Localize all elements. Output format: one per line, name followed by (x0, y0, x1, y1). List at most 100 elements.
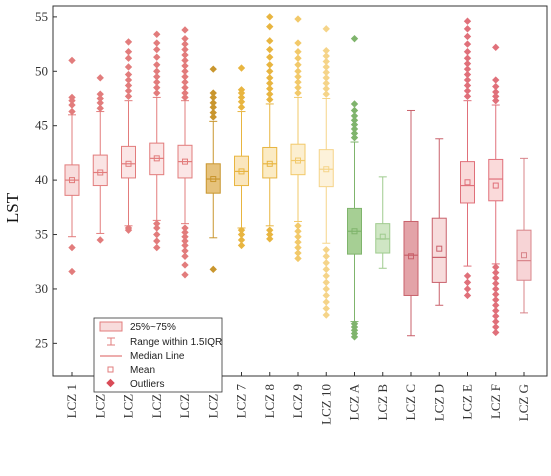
legend-label-median: Median Line (130, 351, 185, 362)
legend: 25%~75% Range within 1.5IQR Median Line … (93, 317, 223, 393)
outlier-point (294, 48, 302, 56)
outlier-point (181, 34, 189, 43)
outlier-point (266, 79, 274, 87)
outlier-point (463, 54, 472, 62)
outlier-point (322, 74, 330, 82)
outlier-point (294, 39, 302, 47)
outlier-point (181, 233, 189, 241)
outlier-point (294, 78, 302, 86)
mean-marker (521, 252, 527, 259)
outlier-point (96, 104, 104, 112)
mean-marker (182, 158, 188, 165)
mean-marker (97, 169, 104, 176)
outlier-point (153, 89, 161, 97)
x-tick-label: LCZ 7 (234, 384, 249, 419)
outlier-point (294, 227, 302, 235)
legend-box-swatch (99, 321, 123, 332)
outlier-point (350, 100, 359, 108)
box-group (290, 15, 306, 263)
outlier-point (181, 83, 189, 92)
mean-marker (69, 177, 75, 184)
outlier-point (492, 301, 500, 309)
outlier-point (181, 26, 189, 34)
outlier-point (266, 74, 274, 82)
outlier-point (153, 67, 161, 75)
outlier-point (294, 61, 302, 69)
outlier-point (237, 98, 246, 106)
iqr-box (290, 143, 306, 176)
outlier-point (350, 120, 359, 129)
mean-marker (408, 253, 414, 260)
x-tick-label: LCZ 9 (290, 384, 305, 418)
outlier-point (153, 243, 161, 252)
box-group (262, 13, 278, 243)
outlier-point (294, 222, 302, 230)
mean-marker (210, 176, 217, 183)
outlier-point (322, 68, 330, 77)
outlier-point (124, 63, 133, 71)
outlier-point (463, 278, 472, 287)
x-tick-label: LCZ 8 (262, 384, 277, 418)
outlier-point (294, 89, 302, 97)
y-tick-label: 55 (35, 9, 48, 24)
outlier-point (492, 312, 500, 320)
outlier-point (463, 48, 472, 56)
outlier-point (492, 323, 500, 331)
outlier-point (322, 311, 330, 319)
outlier-point (153, 230, 161, 239)
box-group (431, 138, 447, 306)
outlier-point (350, 116, 359, 124)
outlier-point (463, 17, 472, 25)
outlier-point (322, 272, 330, 280)
outlier-point (492, 317, 500, 326)
mean-marker (379, 233, 386, 240)
iqr-box (431, 217, 447, 283)
outlier-point (237, 86, 246, 94)
outlier-point (322, 85, 330, 93)
outlier-point (463, 291, 472, 300)
outlier-point (96, 94, 104, 103)
outlier-point (350, 106, 359, 115)
outlier-point (463, 272, 472, 280)
outlier-point (124, 81, 133, 90)
outlier-point (322, 246, 330, 254)
legend-outlier-swatch (106, 378, 115, 388)
y-tick-label: 35 (35, 227, 48, 242)
outlier-point (68, 243, 76, 252)
mean-marker (323, 166, 330, 173)
x-tick-label: LCZ E (460, 384, 475, 420)
outlier-point (322, 259, 330, 267)
outlier-point (322, 265, 330, 274)
legend-mean-swatch (107, 366, 114, 373)
box-group (516, 157, 532, 314)
outlier-point (266, 22, 274, 31)
outlier-point (181, 237, 189, 245)
outlier-point (266, 235, 274, 243)
mean-marker (295, 157, 301, 164)
outlier-point (181, 89, 189, 97)
iqr-box (488, 158, 504, 202)
outlier-point (153, 39, 161, 47)
outlier-point (209, 113, 217, 121)
x-tick-label: LCZ F (488, 384, 503, 419)
x-tick-label: LCZ C (403, 384, 418, 420)
box-group (64, 56, 80, 276)
outlier-point (322, 90, 330, 98)
outlier-point (124, 87, 133, 95)
y-tick-label: 45 (35, 118, 48, 133)
outlier-point (181, 78, 189, 86)
outlier-point (266, 226, 274, 234)
outlier-point (322, 304, 330, 313)
outlier-point (266, 90, 274, 98)
outlier-point (266, 67, 274, 75)
outlier-point (492, 76, 500, 84)
box-group (318, 25, 334, 319)
outlier-point (350, 34, 359, 43)
outlier-point (463, 59, 472, 68)
outlier-point (153, 83, 161, 92)
outlier-point (153, 224, 161, 232)
outlier-point (153, 73, 161, 81)
iqr-box (516, 229, 532, 281)
outlier-point (181, 45, 189, 54)
